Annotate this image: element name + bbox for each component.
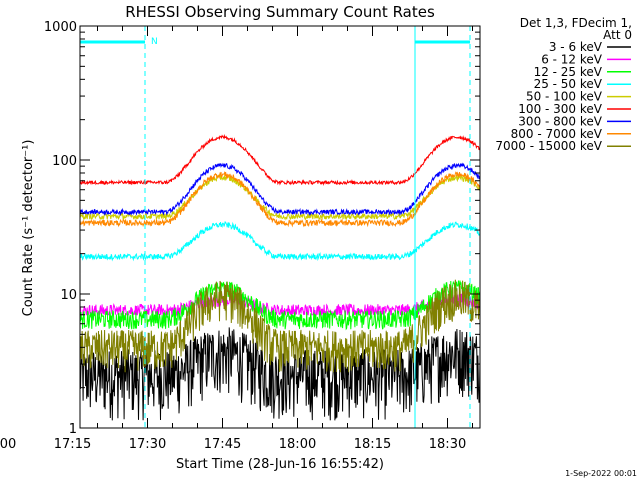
series-line-8 (80, 279, 480, 373)
series-line-7 (80, 170, 480, 228)
legend-header-line-1: Det 1,3, FDecim 1, (520, 16, 632, 30)
x-axis-label: Start Time (28-Jun-16 16:55:42) (176, 457, 384, 472)
x-tick-label-0: 17:00 (0, 437, 16, 452)
x-tick-label-4: 18:00 (279, 437, 316, 452)
footer-date: 1-Sep-2022 00:01 (565, 469, 637, 478)
x-tick-label-6: 18:30 (429, 437, 466, 452)
series-line-4 (80, 173, 480, 222)
legend-label-0: 3 - 6 keV (549, 40, 603, 54)
series-line-6 (80, 162, 480, 217)
plot-frame (79, 25, 481, 429)
y-axis-label: Count Rate (s⁻¹ detector⁻¹) (21, 140, 36, 317)
y-tick-label-2: 100 (52, 154, 77, 169)
y-axis-label-text: Count Rate (s⁻¹ detector⁻¹) (21, 140, 36, 317)
chart-title: RHESSI Observing Summary Count Rates (125, 3, 435, 21)
series-line-1 (80, 292, 480, 317)
flag-n-label: N (151, 37, 158, 47)
x-tick-label-3: 17:45 (204, 437, 241, 452)
legend-header-line-2: Att 0 (603, 28, 632, 42)
x-tick-label-5: 18:15 (354, 437, 391, 452)
legend-label-3: 25 - 50 keV (534, 77, 603, 91)
legend-label-1: 6 - 12 keV (541, 52, 603, 66)
legend-label-4: 50 - 100 keV (526, 90, 603, 104)
y-tick-label-1: 10 (60, 288, 77, 303)
plot-area: N (79, 26, 480, 428)
series-line-5 (80, 133, 480, 187)
axes: 1 10 100 1000 17:00 17:15 17:30 17:45 18:00 18:15… (0, 20, 481, 452)
x-tick-label-2: 17:30 (129, 437, 166, 452)
legend-label-6: 300 - 800 keV (518, 114, 602, 128)
legend-label-5: 100 - 300 keV (518, 102, 602, 116)
series-line-3 (80, 221, 480, 262)
x-tick-label-1: 17:15 (54, 437, 91, 452)
legend-label-2: 12 - 25 keV (534, 65, 603, 79)
series-line-2 (80, 280, 480, 331)
legend-label-7: 800 - 7000 keV (511, 127, 603, 141)
y-tick-label-0: 1 (69, 422, 77, 437)
y-tick-label-3: 1000 (44, 20, 77, 35)
legend-label-8: 7000 - 15000 keV (495, 139, 602, 153)
